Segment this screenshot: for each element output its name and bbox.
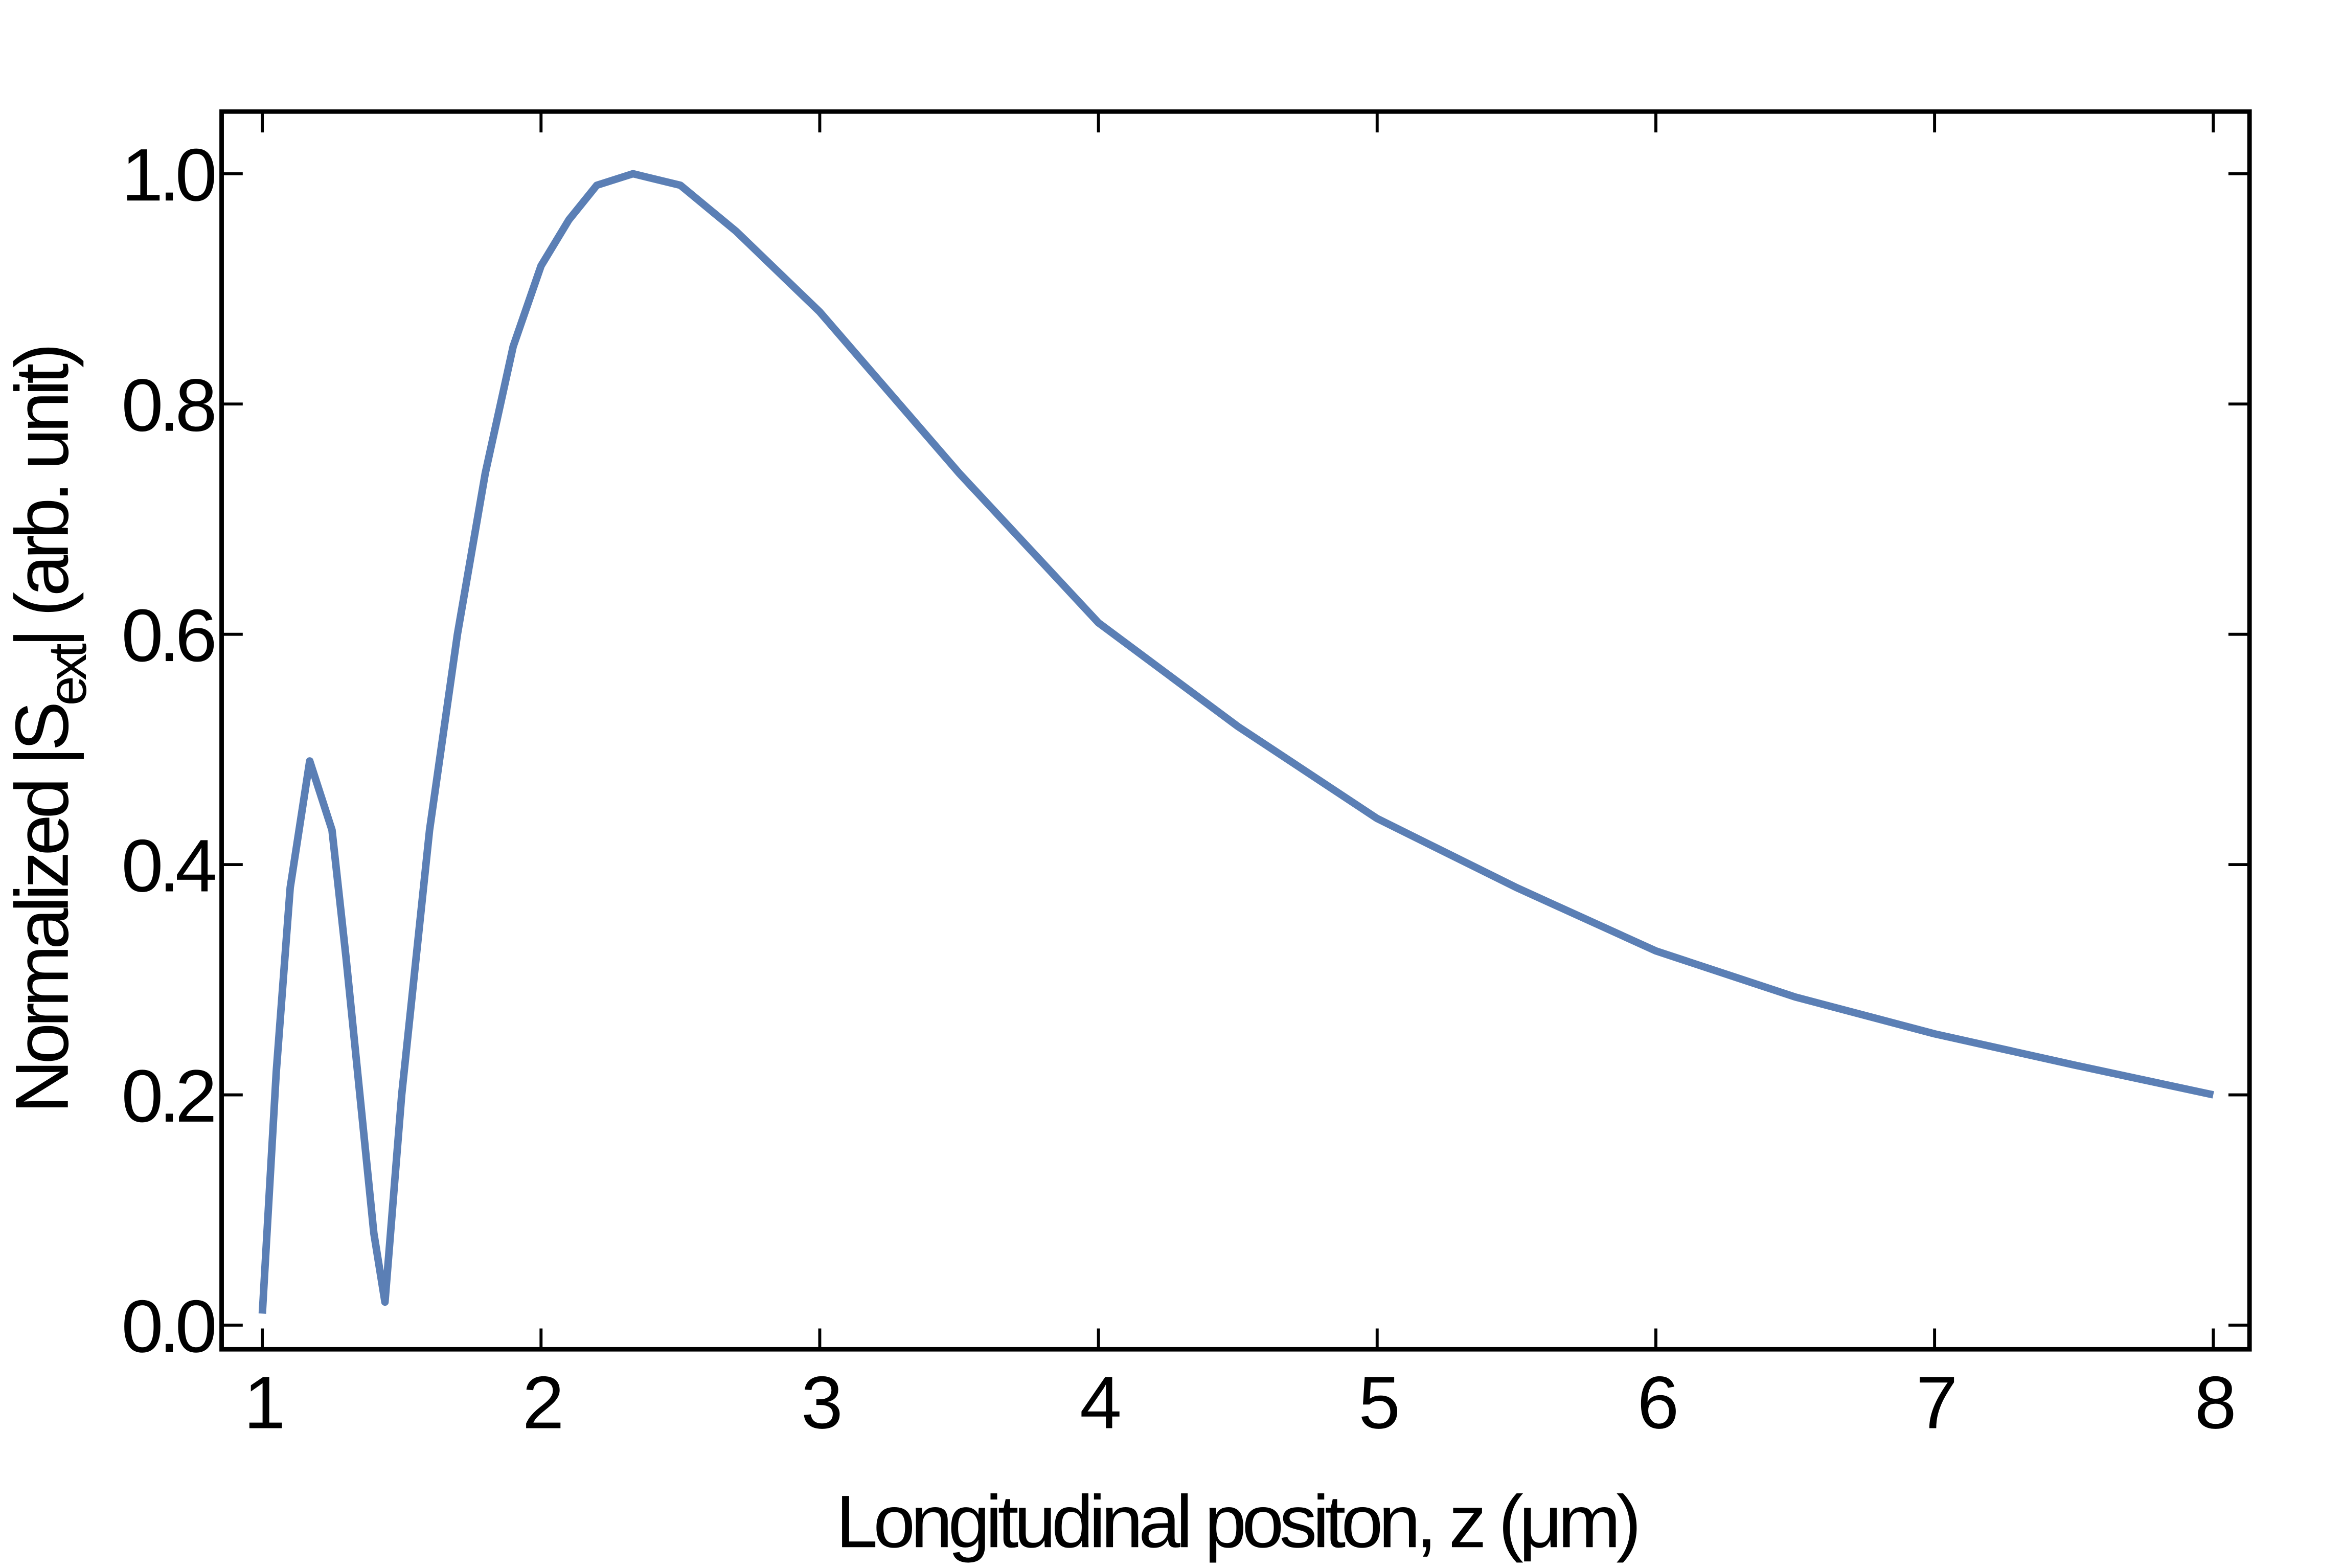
x-tick-label: 4 (1080, 1361, 1120, 1444)
y-tick-label: 0.6 (121, 594, 214, 677)
plot-frame (219, 109, 2252, 1352)
y-tick-label: 1.0 (121, 133, 214, 217)
x-tick-label: 6 (1637, 1361, 1676, 1444)
y-tick-label: 0.2 (121, 1055, 214, 1138)
x-tick-label: 8 (2195, 1361, 2234, 1444)
data-line (258, 170, 2214, 1314)
x-axis-label: Longitudinal positon, z (μm) (836, 1480, 1637, 1563)
y-tick-label: 0.0 (121, 1285, 214, 1368)
x-tick-label: 3 (801, 1361, 840, 1444)
y-tick-label: 0.4 (121, 824, 215, 907)
x-tick-label: 1 (244, 1361, 283, 1444)
x-tick-label: 2 (522, 1361, 561, 1444)
y-label-sub: ext (37, 643, 98, 706)
y-label-rest: | (arb. unit) (0, 348, 84, 648)
y-tick-label: 0.8 (121, 364, 214, 447)
x-tick-label: 7 (1916, 1361, 1955, 1444)
x-tick-label: 5 (1358, 1361, 1398, 1444)
y-axis-label: Normalized |Sext| (arb. unit) (0, 348, 98, 1113)
y-label-main: Normalized |S (0, 705, 84, 1113)
